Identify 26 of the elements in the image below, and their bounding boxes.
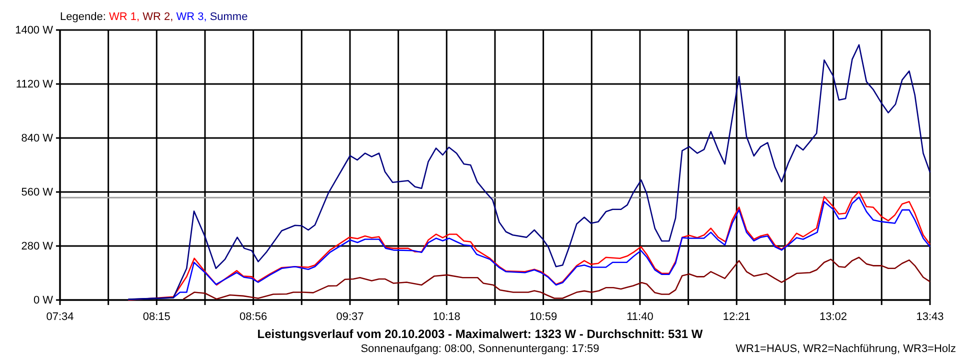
- x-tick-label: 09:37: [336, 311, 364, 324]
- text: WR1=HAUS, WR2=Nachführung, WR3=Holz: [736, 343, 956, 355]
- legend-title: Legende:: [60, 11, 109, 23]
- x-tick-label: 13:02: [820, 311, 848, 324]
- y-tick-label: 1120 W: [16, 78, 54, 91]
- x-tick-label: 13:43: [916, 311, 944, 324]
- y-tick-label: 1400 W: [15, 24, 54, 37]
- x-tick-label: 07:34: [46, 311, 74, 324]
- y-tick-label: 560 W: [21, 186, 54, 199]
- text: WR 2,: [142, 11, 176, 23]
- x-tick-label: 12:21: [722, 311, 750, 324]
- x-tick-label: 08:15: [142, 311, 170, 324]
- x-tick-label: 10:18: [432, 311, 460, 324]
- y-tick-label: 840 W: [21, 132, 54, 145]
- text: WR 1,: [108, 11, 143, 23]
- x-tick-label: 11:40: [626, 311, 654, 324]
- text: WR 3,: [176, 11, 210, 23]
- text: Sonnenaufgang: 08:00, Sonnenuntergang: 17:59: [360, 343, 600, 355]
- x-tick-label: 08:56: [240, 311, 268, 324]
- y-tick-label: 280 W: [21, 240, 54, 253]
- line-series: [128, 44, 931, 300]
- y-tick-label: 0 W: [33, 294, 54, 307]
- text: Summe: [210, 11, 248, 23]
- text: Leistungsverlauf vom 20.10.2003 - Maximalwert: 1323 W - Durchschnitt: 531 W: [257, 327, 704, 341]
- x-tick-label: 10:59: [530, 311, 558, 324]
- line-series: [182, 256, 931, 300]
